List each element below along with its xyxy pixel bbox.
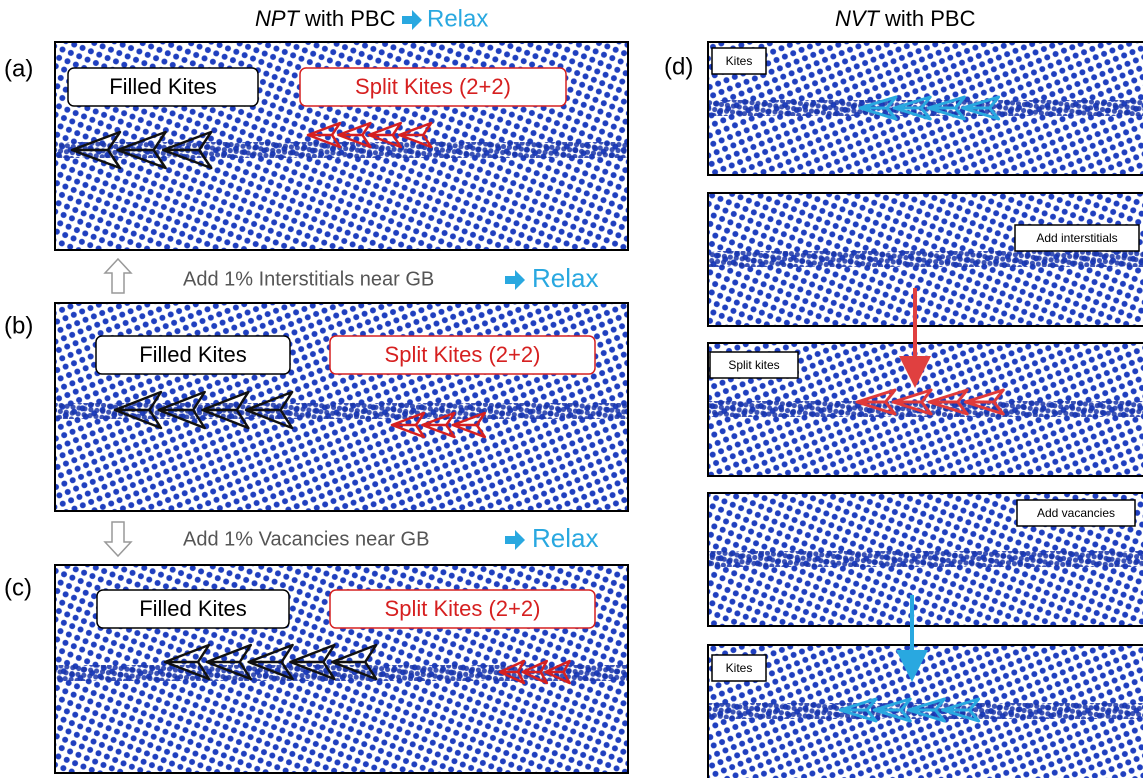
step-text: Add 1% Interstitials near GB <box>183 268 434 290</box>
step-text: Add 1% Vacancies near GB <box>183 528 429 550</box>
arrow-icon <box>402 10 422 30</box>
label-text: Kites <box>726 54 753 68</box>
grain-boundary <box>708 551 1143 567</box>
relax-label: Relax <box>427 5 488 32</box>
label-text: Kites <box>726 661 753 675</box>
panel-label: (b) <box>4 312 33 339</box>
label-text: Filled Kites <box>109 74 217 99</box>
header-text: with PBC <box>304 6 396 31</box>
panels: (a) Filled Kites Split Kites (2+2) (b) Fille… <box>4 42 1143 778</box>
label-text: Add vacancies <box>1037 506 1115 520</box>
grain-boundary <box>708 251 1143 267</box>
label-text: Split Kites (2+2) <box>355 74 511 99</box>
label-text: Split kites <box>728 358 779 372</box>
figure: NPTwith PBC Relax NVTwith PBC Add 1% Int… <box>0 0 1143 778</box>
label-text: Add interstitials <box>1036 231 1117 245</box>
panel-label: (d) <box>664 53 693 80</box>
up-arrow <box>105 259 131 293</box>
ensemble: NPT <box>255 6 301 31</box>
arrow-icon <box>505 270 525 290</box>
label-text: Filled Kites <box>139 596 247 621</box>
arrow-icon <box>505 530 525 550</box>
down-arrow <box>105 522 131 556</box>
relax-label: Relax <box>532 263 598 293</box>
panel-label: (a) <box>4 55 33 82</box>
label-text: Split Kites (2+2) <box>385 596 541 621</box>
ensemble: NVT <box>835 6 881 31</box>
header-text: with PBC <box>884 6 976 31</box>
label-text: Split Kites (2+2) <box>385 342 541 367</box>
panel-label: (c) <box>4 574 32 601</box>
page: { "header": { "left": {"italic": "NPT", … <box>0 0 1143 778</box>
label-text: Filled Kites <box>139 342 247 367</box>
relax-label: Relax <box>532 523 598 553</box>
